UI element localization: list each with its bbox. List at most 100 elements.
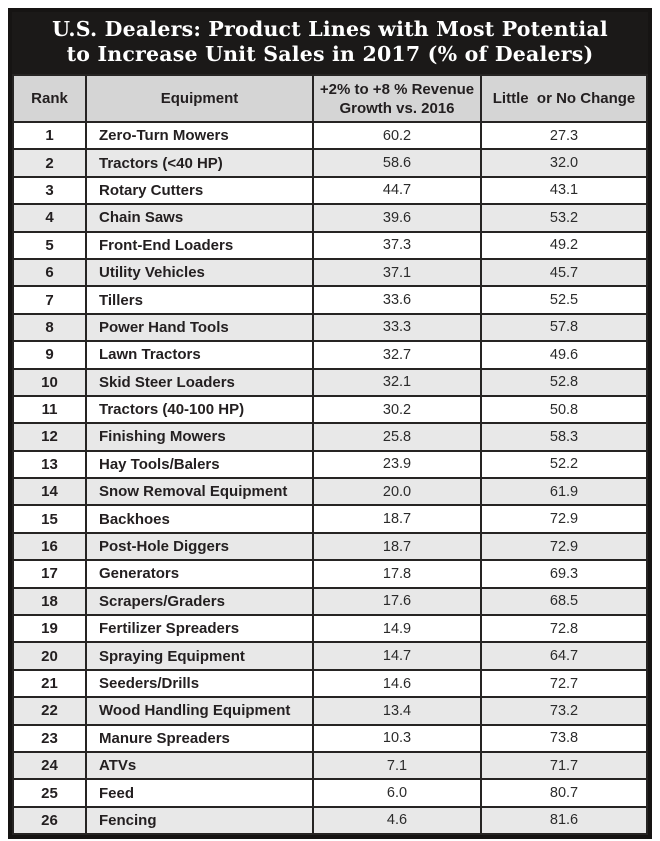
dealer-survey-table-figure: U.S. Dealers: Product Lines with Most Po… [8, 8, 652, 840]
growth-cell: 6.0 [312, 778, 482, 808]
growth-cell: 60.2 [312, 120, 482, 151]
table-row: 6 Utility Vehicles 37.1 45.7 [12, 257, 648, 288]
column-header-change: Little or No Change [480, 74, 648, 123]
change-cell: 71.7 [480, 750, 648, 781]
equipment-cell: Snow Removal Equipment [85, 477, 314, 507]
rank-cell: 20 [12, 641, 87, 671]
growth-cell: 33.3 [312, 312, 482, 343]
table-row: 8 Power Hand Tools 33.3 57.8 [12, 312, 648, 343]
table-row: 15 Backhoes 18.7 72.9 [12, 504, 648, 534]
rank-cell: 15 [12, 504, 87, 534]
table-row: 1 Zero-Turn Mowers 60.2 27.3 [12, 120, 648, 151]
equipment-cell: Chain Saws [85, 203, 314, 233]
column-header-equipment: Equipment [85, 74, 314, 123]
equipment-cell: Rotary Cutters [85, 175, 314, 206]
rank-cell: 14 [12, 477, 87, 507]
equipment-cell: Fertilizer Spreaders [85, 614, 314, 644]
rank-cell: 21 [12, 668, 87, 699]
rank-cell: 3 [12, 175, 87, 206]
growth-cell: 7.1 [312, 750, 482, 781]
data-table: Rank Equipment +2% to +8 % Revenue Growt… [12, 74, 648, 836]
change-cell: 43.1 [480, 175, 648, 206]
table-row: 16 Post-Hole Diggers 18.7 72.9 [12, 531, 648, 562]
change-cell: 53.2 [480, 203, 648, 233]
growth-cell: 30.2 [312, 394, 482, 425]
growth-cell: 14.6 [312, 668, 482, 699]
rank-cell: 13 [12, 449, 87, 480]
equipment-cell: Tillers [85, 285, 314, 315]
table-row: 11 Tractors (40-100 HP) 30.2 50.8 [12, 394, 648, 425]
change-cell: 61.9 [480, 477, 648, 507]
change-cell: 73.8 [480, 723, 648, 753]
table-row: 18 Scrapers/Graders 17.6 68.5 [12, 586, 648, 617]
rank-cell: 12 [12, 422, 87, 452]
figure-title-line2: to Increase Unit Sales in 2017 (% of Dea… [66, 42, 594, 66]
equipment-cell: Backhoes [85, 504, 314, 534]
figure-title-line1: U.S. Dealers: Product Lines with Most Po… [52, 17, 608, 41]
growth-cell: 17.6 [312, 586, 482, 617]
equipment-cell: ATVs [85, 750, 314, 781]
change-cell: 32.0 [480, 148, 648, 178]
change-cell: 64.7 [480, 641, 648, 671]
growth-cell: 14.9 [312, 614, 482, 644]
table-row: 10 Skid Steer Loaders 32.1 52.8 [12, 367, 648, 397]
rank-cell: 16 [12, 531, 87, 562]
change-cell: 27.3 [480, 120, 648, 151]
change-cell: 81.6 [480, 805, 648, 836]
growth-cell: 17.8 [312, 559, 482, 589]
title-band: U.S. Dealers: Product Lines with Most Po… [12, 12, 648, 74]
growth-cell: 39.6 [312, 203, 482, 233]
equipment-cell: Spraying Equipment [85, 641, 314, 671]
table-row: 4 Chain Saws 39.6 53.2 [12, 203, 648, 233]
growth-cell: 25.8 [312, 422, 482, 452]
column-header-rank: Rank [12, 74, 87, 123]
rank-cell: 22 [12, 696, 87, 726]
column-header-growth: +2% to +8 % Revenue Growth vs. 2016 [312, 74, 482, 123]
rank-cell: 2 [12, 148, 87, 178]
rank-cell: 1 [12, 120, 87, 151]
equipment-cell: Manure Spreaders [85, 723, 314, 753]
equipment-cell: Generators [85, 559, 314, 589]
equipment-cell: Feed [85, 778, 314, 808]
table-row: 2 Tractors (<40 HP) 58.6 32.0 [12, 148, 648, 178]
table-header-row: Rank Equipment +2% to +8 % Revenue Growt… [12, 74, 648, 123]
table-row: 7 Tillers 33.6 52.5 [12, 285, 648, 315]
table-row: 13 Hay Tools/Balers 23.9 52.2 [12, 449, 648, 480]
table-row: 17 Generators 17.8 69.3 [12, 559, 648, 589]
rank-cell: 10 [12, 367, 87, 397]
table-row: 26 Fencing 4.6 81.6 [12, 805, 648, 836]
table-row: 23 Manure Spreaders 10.3 73.8 [12, 723, 648, 753]
equipment-cell: Lawn Tractors [85, 340, 314, 370]
equipment-cell: Tractors (40-100 HP) [85, 394, 314, 425]
growth-cell: 20.0 [312, 477, 482, 507]
change-cell: 72.9 [480, 504, 648, 534]
growth-cell: 13.4 [312, 696, 482, 726]
change-cell: 72.8 [480, 614, 648, 644]
equipment-cell: Finishing Mowers [85, 422, 314, 452]
equipment-cell: Fencing [85, 805, 314, 836]
table-row: 12 Finishing Mowers 25.8 58.3 [12, 422, 648, 452]
growth-cell: 32.1 [312, 367, 482, 397]
growth-cell: 14.7 [312, 641, 482, 671]
table-row: 24 ATVs 7.1 71.7 [12, 750, 648, 781]
rank-cell: 6 [12, 257, 87, 288]
change-cell: 52.5 [480, 285, 648, 315]
rank-cell: 24 [12, 750, 87, 781]
equipment-cell: Skid Steer Loaders [85, 367, 314, 397]
rank-cell: 8 [12, 312, 87, 343]
equipment-cell: Hay Tools/Balers [85, 449, 314, 480]
table-row: 14 Snow Removal Equipment 20.0 61.9 [12, 477, 648, 507]
change-cell: 68.5 [480, 586, 648, 617]
rank-cell: 9 [12, 340, 87, 370]
change-cell: 45.7 [480, 257, 648, 288]
growth-cell: 18.7 [312, 531, 482, 562]
table-row: 25 Feed 6.0 80.7 [12, 778, 648, 808]
table-row: 5 Front-End Loaders 37.3 49.2 [12, 230, 648, 260]
equipment-cell: Seeders/Drills [85, 668, 314, 699]
growth-cell: 37.3 [312, 230, 482, 260]
equipment-cell: Wood Handling Equipment [85, 696, 314, 726]
change-cell: 50.8 [480, 394, 648, 425]
growth-cell: 32.7 [312, 340, 482, 370]
rank-cell: 26 [12, 805, 87, 836]
growth-cell: 37.1 [312, 257, 482, 288]
